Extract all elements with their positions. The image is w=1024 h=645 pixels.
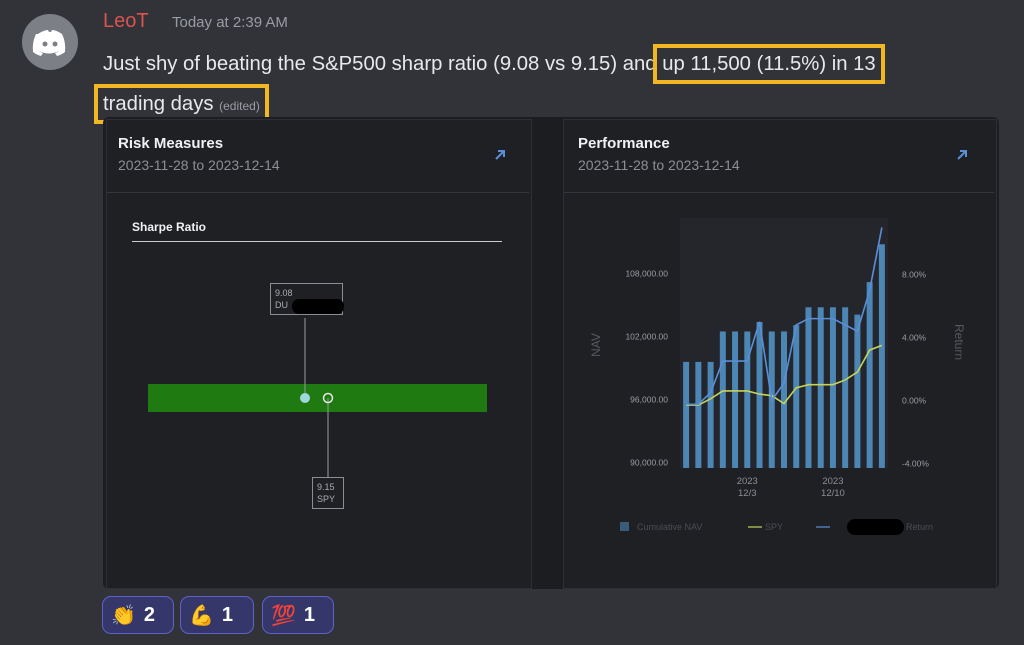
edited-tag: (edited) (219, 99, 260, 113)
emoji: 💯 (271, 604, 296, 627)
bar (817, 307, 824, 468)
reaction[interactable]: 💯 1 (262, 596, 334, 634)
range-bar (148, 384, 487, 412)
card-title: Performance (578, 135, 670, 152)
bar (683, 361, 690, 468)
avatar[interactable] (22, 14, 78, 70)
bar (854, 314, 861, 468)
bar (805, 307, 812, 468)
risk-card (106, 119, 532, 589)
timestamp: Today at 2:39 AM (172, 14, 288, 31)
card-dates: 2023-11-28 to 2023-12-14 (578, 157, 740, 173)
marker (322, 392, 334, 404)
emoji: 💪 (189, 604, 214, 627)
text: Just shy of beating the S&P500 sharp rat… (103, 53, 657, 75)
label: DU (275, 300, 288, 310)
line (686, 227, 883, 406)
highlight: trading days (edited) (94, 84, 269, 124)
highlight: up 11,500 (11.5%) in 13 (653, 44, 885, 84)
bar (878, 244, 885, 468)
legend-label: Return (906, 522, 933, 532)
x-tick-label: 2023 12/3 (736, 476, 758, 499)
chart-area: 90,000.00 96,000.00 102,000.00 108,000.00 -4… (563, 192, 995, 582)
y2-tick-label: 8.00% (902, 270, 927, 280)
open-link[interactable] (493, 148, 507, 162)
bar (719, 331, 726, 468)
chart: 90,000.00 96,000.00 102,000.00 108,000.00 -4… (589, 218, 966, 535)
y-tick-label: 108,000.00 (625, 269, 668, 279)
y2-axis-title: Return (952, 324, 966, 360)
underline (132, 241, 502, 242)
y-tick-label: 96,000.00 (630, 395, 668, 405)
text: trading days (103, 93, 214, 115)
marker (300, 393, 310, 403)
y2-tick-label: 0.00% (902, 395, 927, 405)
reaction[interactable]: 👏 2 (102, 596, 174, 634)
sharpe-gauge (148, 318, 487, 477)
bar (793, 325, 800, 468)
bar (744, 331, 751, 468)
legend-label: Cumulative NAV (637, 522, 702, 532)
emoji: 👏 (111, 604, 136, 627)
bar (707, 361, 714, 468)
value: 9.15 (317, 482, 335, 492)
bar (695, 361, 702, 468)
bar (781, 331, 787, 468)
count: 1 (221, 603, 234, 626)
marker-label: 9.15 SPY (312, 477, 344, 509)
legend-swatch (620, 522, 629, 531)
message-text: Just shy of beating the S&P500 sharp rat… (94, 44, 885, 126)
value: 9.08 (275, 288, 293, 298)
bar (866, 282, 873, 468)
y2-tick-label: 4.00% (902, 332, 927, 342)
divider (107, 192, 529, 193)
count: 1 (303, 603, 316, 626)
legend-label: SPY (765, 522, 783, 532)
bar (732, 331, 739, 468)
open-link[interactable] (955, 148, 969, 162)
bar (756, 321, 763, 468)
label: SPY (317, 494, 336, 504)
x-tick-label: 2023 12/10 (821, 476, 845, 499)
y-tick-label: 102,000.00 (625, 332, 668, 342)
y2-tick-label: -4.00% (902, 458, 929, 468)
count: 2 (143, 603, 156, 626)
reaction[interactable]: 💪 1 (180, 596, 254, 634)
card-title: Risk Measures (118, 135, 224, 152)
y-tick-label: 90,000.00 (630, 458, 668, 468)
divider (564, 192, 994, 193)
line (686, 344, 883, 406)
redaction (292, 299, 344, 314)
author[interactable]: LeoT (103, 10, 149, 32)
bar (829, 307, 836, 468)
redaction (847, 519, 904, 535)
y-axis-title: NAV (589, 333, 603, 357)
section-title: Sharpe Ratio (132, 220, 207, 234)
bar (842, 307, 849, 468)
card-dates: 2023-11-28 to 2023-12-14 (118, 157, 280, 173)
